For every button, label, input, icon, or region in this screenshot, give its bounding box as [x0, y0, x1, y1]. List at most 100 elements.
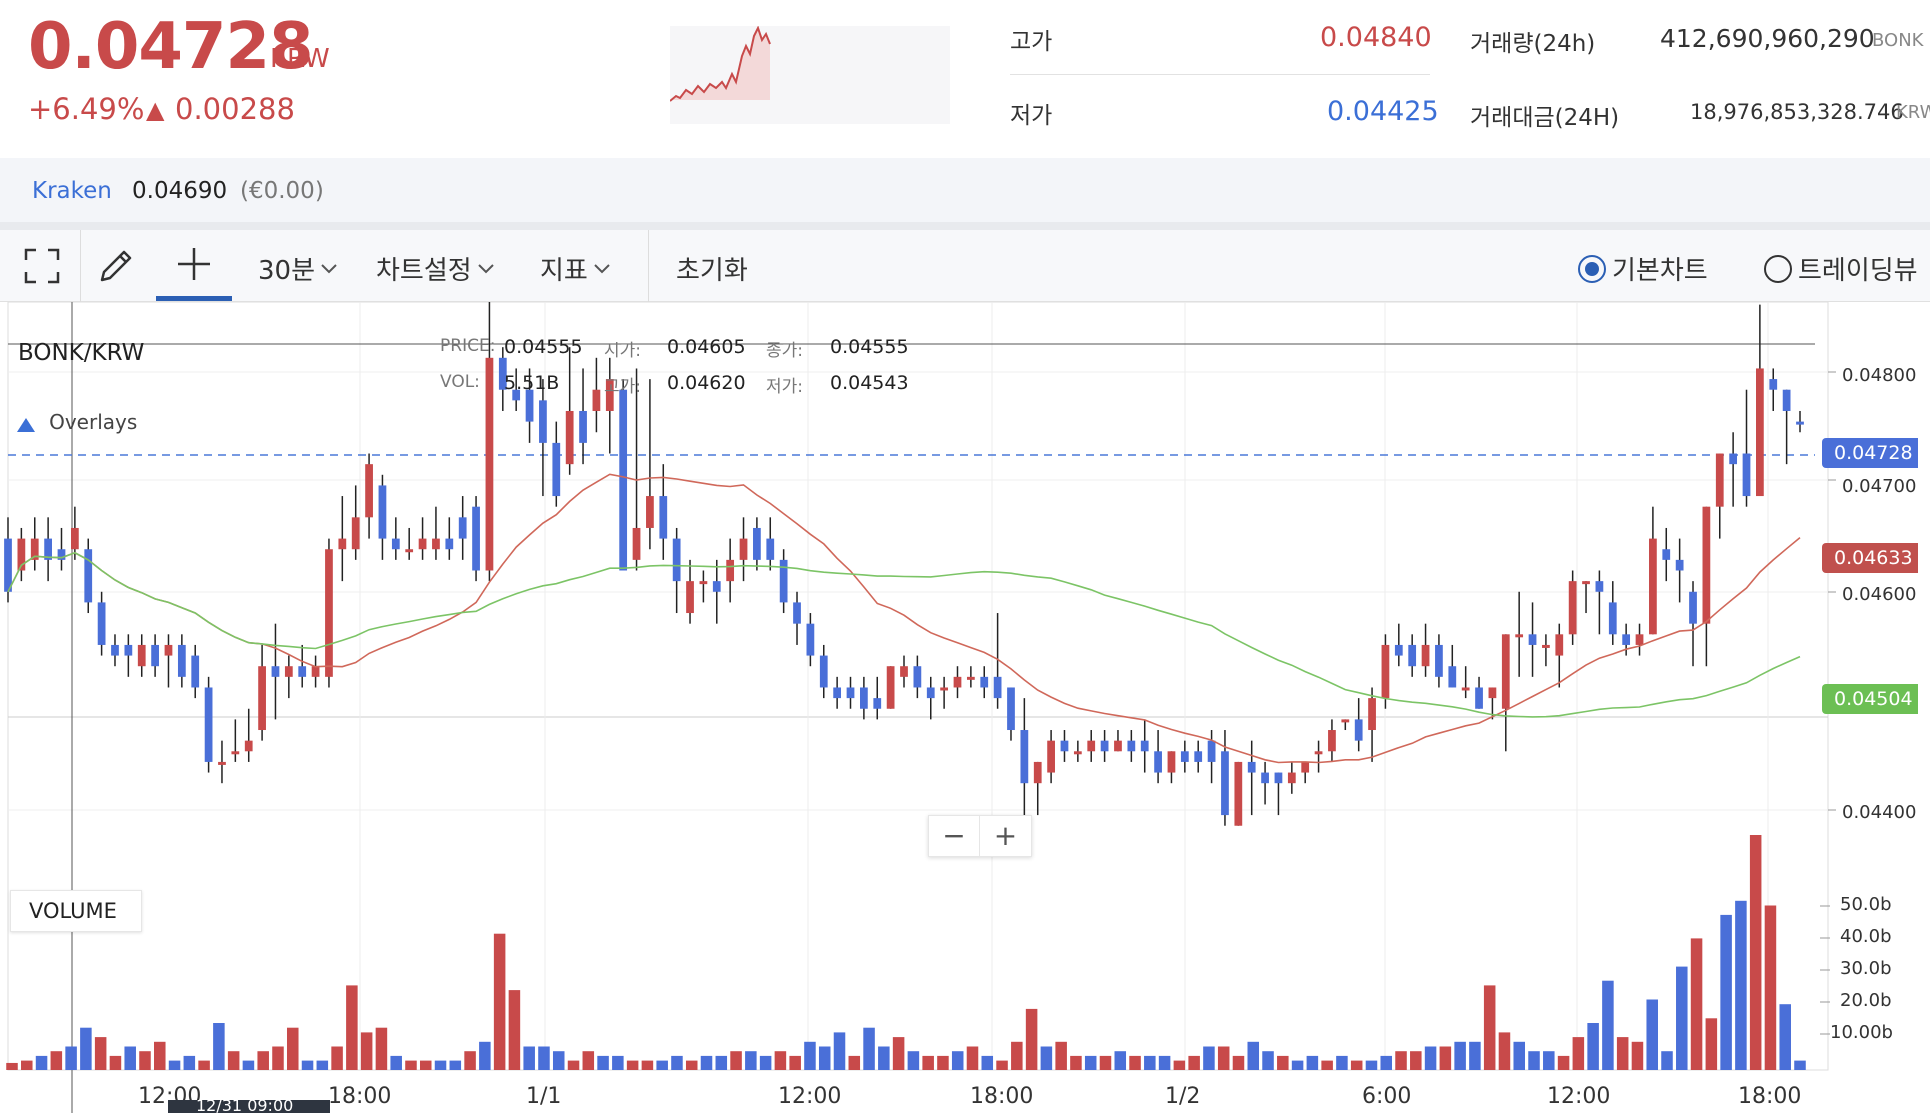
volume-bar: [1217, 1046, 1230, 1070]
volume-bar: [375, 1027, 388, 1070]
volume-bar: [1395, 1051, 1407, 1070]
candle-body: [1341, 719, 1350, 723]
volume-bar: [1764, 905, 1777, 1070]
volume-bar: [1543, 1051, 1555, 1070]
chevron-down-icon: [594, 263, 610, 273]
candle-body: [1234, 761, 1243, 826]
candle-body: [579, 410, 587, 443]
volume-bar: [242, 1060, 255, 1070]
pencil-icon[interactable]: [96, 246, 136, 286]
volume-24h-unit: BONK: [1872, 30, 1924, 51]
volume-bar: [1779, 1004, 1791, 1070]
candle-body: [1675, 559, 1684, 571]
candle-body: [1167, 751, 1176, 773]
candle-body: [1007, 687, 1015, 731]
volume-bar: [1602, 980, 1614, 1070]
change-percent: +6.49%: [28, 92, 145, 126]
volume-bar: [21, 1060, 33, 1070]
candle-body: [1073, 751, 1082, 755]
volume-bar: [1158, 1055, 1171, 1070]
candle-body: [1287, 772, 1296, 784]
candle-body: [1782, 389, 1791, 411]
candle-body: [659, 496, 668, 539]
overlays-label: Overlays: [49, 410, 138, 434]
volume-bar: [1483, 985, 1496, 1070]
x-tick: 12:00: [778, 1084, 842, 1109]
indicator-dropdown[interactable]: 지표: [540, 250, 610, 287]
candle-body: [646, 496, 654, 528]
volume-bar: [434, 1060, 447, 1070]
volume-bar: [124, 1046, 136, 1070]
candle-body: [137, 644, 146, 667]
trading-view-radio[interactable]: 트레이딩뷰: [1764, 250, 1918, 287]
chart-area[interactable]: BONK/KRW Overlays PRICE: 0.04555 시가: 0.0…: [0, 302, 1930, 1113]
candle-body: [833, 687, 842, 699]
candle-body: [1595, 581, 1604, 592]
triangle-up-icon: [17, 417, 35, 432]
volume-bar: [597, 1055, 609, 1070]
volume-bar: [1350, 1060, 1363, 1070]
zoom-controls: − +: [928, 815, 1032, 857]
candle-body: [191, 655, 200, 688]
candle-body: [605, 379, 614, 411]
zoom-out-button[interactable]: −: [929, 816, 981, 856]
exchange-name[interactable]: Kraken: [32, 178, 112, 204]
candle-body: [1060, 740, 1069, 752]
volume-bar: [1040, 1046, 1053, 1070]
overlays-toggle[interactable]: Overlays: [16, 410, 137, 434]
volume-bar: [94, 1037, 107, 1070]
volume-bar: [1144, 1055, 1156, 1070]
volume-24h-label: 거래량(24h): [1470, 31, 1596, 57]
y-tick: 0.04800: [1842, 365, 1917, 386]
volume-tick: 10.00b: [1830, 1022, 1893, 1043]
reset-button[interactable]: 초기화: [676, 256, 748, 286]
candle-body: [1328, 730, 1336, 752]
volume-bar: [848, 1055, 861, 1070]
volume-bar: [671, 1055, 683, 1070]
candle-body: [686, 581, 694, 614]
volume-bar: [878, 1046, 890, 1070]
volume-tick: 40.0b: [1840, 926, 1892, 947]
volume-bar: [154, 1041, 166, 1070]
high-label: 고가: [1010, 29, 1053, 55]
candle-body: [1689, 591, 1697, 624]
candle-body: [1542, 644, 1550, 648]
interval-dropdown[interactable]: 30분: [258, 250, 337, 287]
candle-body: [111, 644, 119, 656]
candle-body: [177, 644, 186, 677]
legend-close-value: 0.04555: [830, 336, 909, 358]
zoom-in-button[interactable]: +: [993, 819, 1018, 852]
volume-bar: [1513, 1041, 1526, 1070]
crosshair-tool[interactable]: [156, 230, 232, 302]
fullscreen-icon[interactable]: [22, 246, 62, 286]
candle-body: [1515, 634, 1524, 638]
volume-bar: [168, 1060, 181, 1070]
ma-long-line: [7, 551, 1801, 718]
volume-bar: [1690, 938, 1703, 1070]
candle-body: [298, 666, 307, 677]
volume-bar: [1794, 1060, 1806, 1070]
basic-chart-radio[interactable]: 기본차트: [1578, 250, 1708, 287]
legend-vol-label: VOL:: [440, 372, 480, 392]
candle-body: [1662, 549, 1671, 560]
candle-body: [1729, 453, 1738, 465]
volume-bar: [331, 1046, 343, 1070]
candle-body: [552, 442, 561, 497]
legend-high-label: 고가:: [604, 377, 642, 397]
volume-bar: [1380, 1055, 1393, 1070]
chart-settings-dropdown[interactable]: 차트설정: [376, 250, 494, 287]
candle-body: [860, 687, 868, 709]
candle-body: [1461, 687, 1470, 691]
active-tool-indicator: [156, 296, 232, 301]
chevron-down-icon: [477, 263, 494, 273]
radio-checked-icon: [1578, 254, 1606, 283]
candle-body: [17, 538, 26, 571]
candle-body: [258, 666, 266, 731]
candle-body: [97, 602, 106, 645]
candle-body: [284, 666, 293, 677]
candle-body: [1608, 602, 1617, 635]
candle-body: [1100, 740, 1109, 752]
volume-bar: [390, 1055, 402, 1070]
price-chart[interactable]: [0, 302, 1930, 1113]
